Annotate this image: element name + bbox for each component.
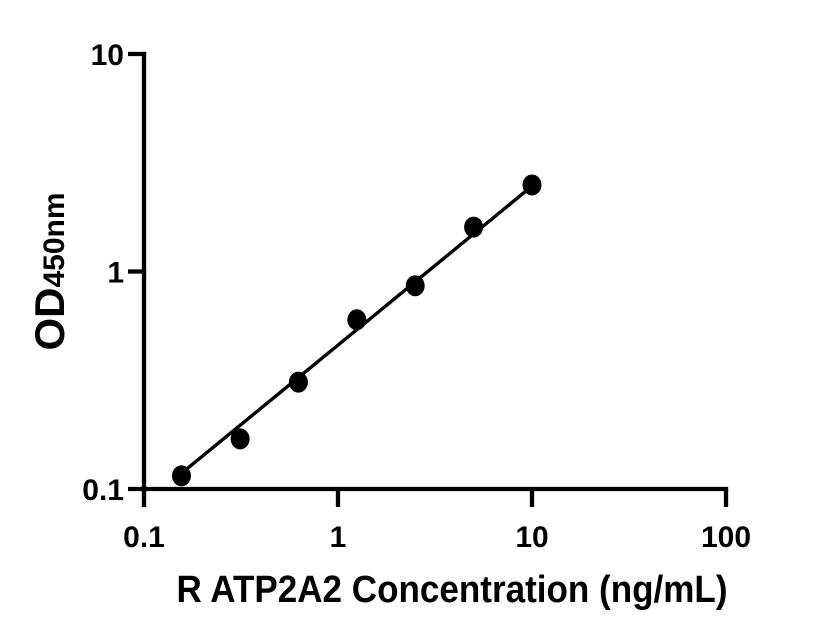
data-series xyxy=(171,174,542,487)
data-point xyxy=(288,371,308,393)
y-tick-label: 1 xyxy=(107,256,124,289)
axis-titles: R ATP2A2 Concentration (ng/mL) OD450nm xyxy=(26,192,728,611)
x-tick-label: 0.1 xyxy=(123,521,165,554)
x-axis-title: R ATP2A2 Concentration (ng/mL) xyxy=(177,569,728,611)
y-axis-title-subscript: 450nm xyxy=(38,192,71,287)
data-point xyxy=(464,216,484,238)
x-tick-label: 10 xyxy=(515,521,548,554)
y-axis-title: OD450nm xyxy=(26,192,73,350)
data-point xyxy=(230,428,250,450)
data-point xyxy=(405,275,425,297)
data-point xyxy=(347,309,367,331)
data-point xyxy=(171,465,191,487)
y-axis-title-main: OD xyxy=(26,288,73,351)
y-tick-label: 0.1 xyxy=(82,474,124,507)
data-point xyxy=(522,174,542,196)
x-tick-label: 100 xyxy=(701,521,751,554)
axes: 0.1 1 10 0.1 1 10 100 xyxy=(82,39,751,554)
x-tick-label: 1 xyxy=(330,521,347,554)
y-tick-label: 10 xyxy=(91,39,124,72)
